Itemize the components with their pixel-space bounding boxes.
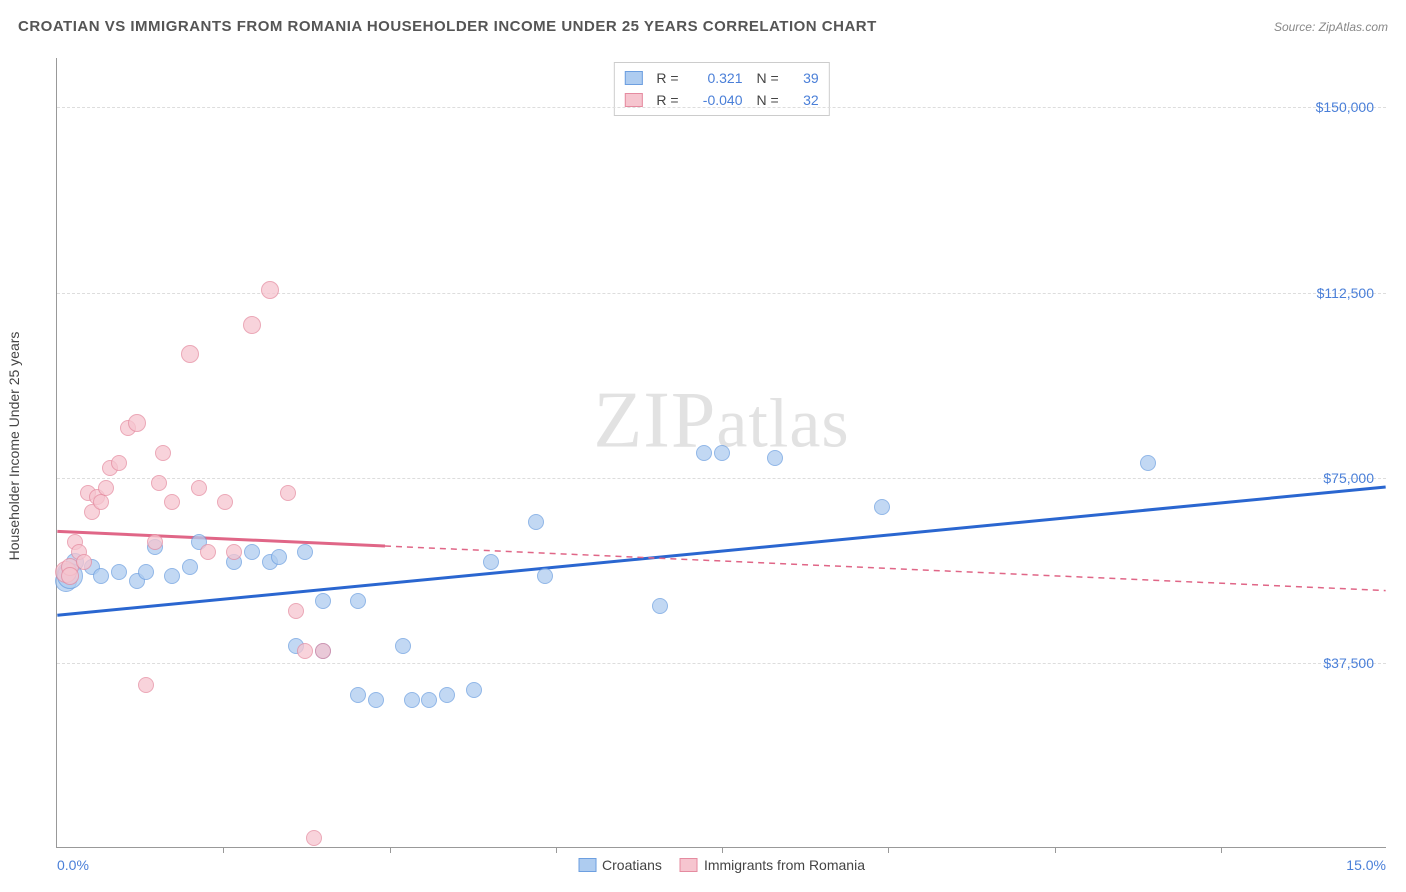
x-tick — [1221, 847, 1222, 853]
plot-area: ZIPatlas R =0.321N =39R =-0.040N =32 0.0… — [56, 58, 1386, 848]
legend-swatch — [624, 93, 642, 107]
point-romania — [191, 480, 207, 496]
point-romania — [164, 494, 180, 510]
source-label: Source: ZipAtlas.com — [1274, 20, 1388, 34]
point-romania — [261, 281, 279, 299]
y-tick-label: $112,500 — [1317, 285, 1374, 301]
point-romania — [138, 677, 154, 693]
x-tick — [1055, 847, 1056, 853]
point-romania — [181, 345, 199, 363]
x-tick — [390, 847, 391, 853]
legend-swatch — [680, 858, 698, 872]
legend-n-value: 39 — [793, 67, 819, 89]
point-croatians — [528, 514, 544, 530]
point-croatians — [714, 445, 730, 461]
point-croatians — [368, 692, 384, 708]
x-axis-max-label: 15.0% — [1346, 857, 1386, 873]
point-romania — [280, 485, 296, 501]
x-tick — [556, 847, 557, 853]
point-croatians — [652, 598, 668, 614]
point-romania — [297, 643, 313, 659]
point-romania — [147, 534, 163, 550]
point-romania — [98, 480, 114, 496]
point-croatians — [315, 593, 331, 609]
point-croatians — [350, 593, 366, 609]
point-croatians — [696, 445, 712, 461]
point-croatians — [271, 549, 287, 565]
point-romania — [288, 603, 304, 619]
y-axis-title: Householder Income Under 25 years — [6, 332, 22, 561]
gridline — [57, 663, 1386, 664]
legend-swatch — [578, 858, 596, 872]
point-croatians — [244, 544, 260, 560]
point-romania — [128, 414, 146, 432]
legend-n-label: N = — [757, 67, 779, 89]
point-romania — [93, 494, 109, 510]
x-tick — [223, 847, 224, 853]
point-croatians — [439, 687, 455, 703]
point-croatians — [164, 568, 180, 584]
point-croatians — [874, 499, 890, 515]
point-romania — [111, 455, 127, 471]
point-croatians — [537, 568, 553, 584]
point-croatians — [421, 692, 437, 708]
y-tick-label: $75,000 — [1323, 470, 1374, 486]
point-romania — [243, 316, 261, 334]
point-croatians — [395, 638, 411, 654]
y-tick-label: $150,000 — [1316, 99, 1374, 115]
point-romania — [155, 445, 171, 461]
chart-title: CROATIAN VS IMMIGRANTS FROM ROMANIA HOUS… — [18, 18, 877, 35]
point-croatians — [111, 564, 127, 580]
point-romania — [151, 475, 167, 491]
point-romania — [61, 567, 79, 585]
legend-swatch — [624, 71, 642, 85]
point-romania — [306, 830, 322, 846]
y-tick-label: $37,500 — [1323, 655, 1374, 671]
series-legend-label: Immigrants from Romania — [704, 857, 865, 873]
point-croatians — [93, 568, 109, 584]
point-romania — [76, 554, 92, 570]
point-romania — [200, 544, 216, 560]
series-legend: Croatians Immigrants from Romania — [578, 857, 865, 873]
point-croatians — [138, 564, 154, 580]
x-tick — [888, 847, 889, 853]
series-legend-item: Croatians — [578, 857, 662, 873]
x-tick — [722, 847, 723, 853]
point-romania — [217, 494, 233, 510]
legend-r-value: 0.321 — [693, 67, 743, 89]
point-romania — [315, 643, 331, 659]
point-croatians — [483, 554, 499, 570]
point-croatians — [767, 450, 783, 466]
series-legend-item: Immigrants from Romania — [680, 857, 865, 873]
point-croatians — [350, 687, 366, 703]
point-romania — [226, 544, 242, 560]
point-croatians — [404, 692, 420, 708]
correlation-legend-row: R = 0.321 N = 39 — [624, 67, 818, 89]
gridline — [57, 478, 1386, 479]
point-croatians — [1140, 455, 1156, 471]
x-axis-min-label: 0.0% — [57, 857, 89, 873]
gridline — [57, 293, 1386, 294]
legend-r-label: R = — [656, 67, 678, 89]
point-croatians — [297, 544, 313, 560]
point-croatians — [466, 682, 482, 698]
point-croatians — [182, 559, 198, 575]
series-legend-label: Croatians — [602, 857, 662, 873]
gridline — [57, 107, 1386, 108]
